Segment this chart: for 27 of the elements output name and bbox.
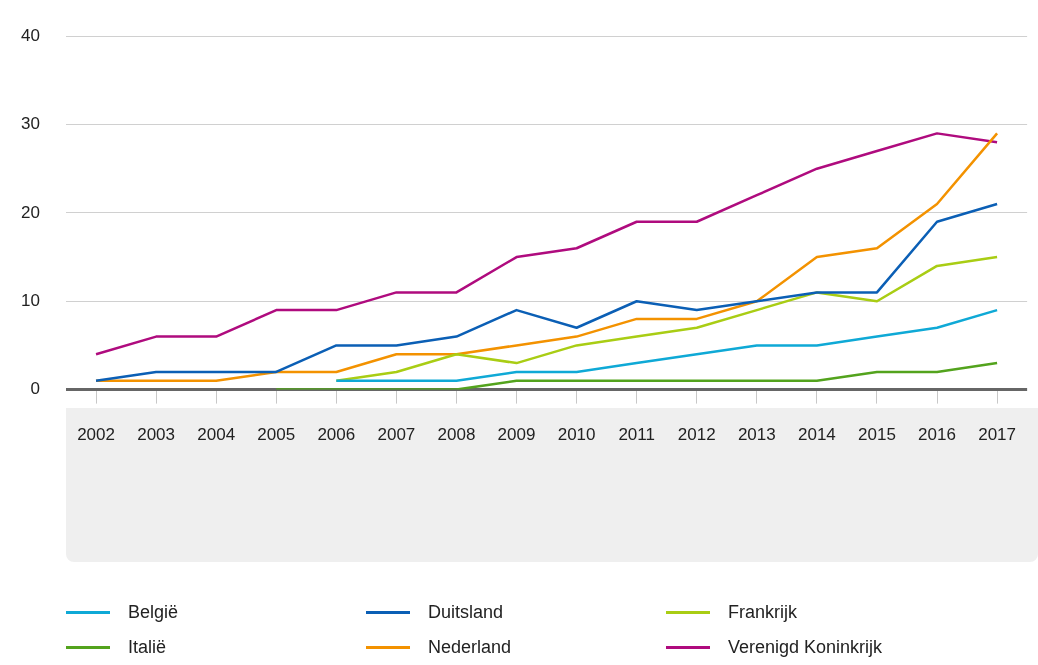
legend-label: Nederland [428,637,512,658]
x-tick-label: 2012 [677,425,716,445]
y-tick-label: 40 [21,25,40,45]
x-tick-label: 2017 [978,425,1016,445]
x-tick-label: 2003 [137,425,176,445]
x-tick-label: 2011 [618,425,655,445]
y-tick-label: 20 [21,202,40,222]
y-tick-label: 30 [21,114,40,134]
x-tick-label: 2013 [737,425,776,445]
x-tick-label: 2010 [557,425,596,445]
x-tick-label: 2004 [197,425,236,445]
y-tick-label: 10 [21,290,40,310]
y-tick-label: 0 [30,379,40,399]
x-tick-label: 2015 [858,425,896,445]
legend-label: Duitsland [428,602,504,623]
x-tick-label: 2002 [77,425,115,445]
x-tick-label: 2005 [257,425,296,445]
x-tick-label: 2006 [317,425,356,445]
legend-label: België [128,602,179,623]
legend-label: Frankrijk [728,602,798,623]
x-tick-label: 2016 [918,425,956,445]
x-tick-label: 2007 [377,425,416,445]
legend-label: Italië [128,637,167,658]
legend-label: Verenigd Koninkrijk [728,637,883,658]
x-tick-label: 2009 [497,425,536,445]
x-tick-label: 2014 [797,425,836,445]
x-tick-label: 2008 [437,425,476,445]
